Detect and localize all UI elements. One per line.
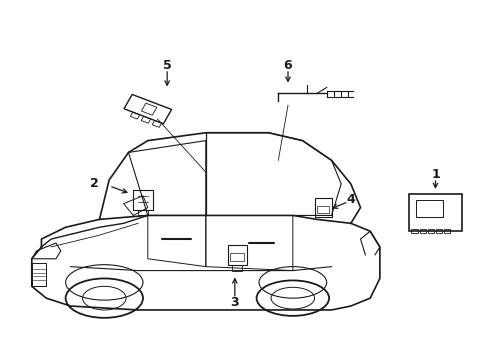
Bar bbox=[415, 200, 442, 217]
Bar bbox=[227, 245, 246, 265]
Text: 5: 5 bbox=[163, 59, 171, 72]
Text: 1: 1 bbox=[430, 168, 439, 181]
Bar bbox=[427, 229, 433, 233]
Bar bbox=[316, 206, 328, 213]
Bar bbox=[124, 94, 171, 124]
Bar bbox=[141, 116, 150, 123]
Bar bbox=[229, 253, 244, 261]
Bar bbox=[408, 194, 461, 231]
Bar bbox=[435, 229, 441, 233]
Bar bbox=[443, 229, 449, 233]
Bar bbox=[410, 229, 417, 233]
Bar bbox=[133, 190, 152, 210]
Bar bbox=[152, 120, 162, 127]
Bar bbox=[419, 229, 425, 233]
Bar bbox=[130, 112, 140, 119]
Text: 2: 2 bbox=[90, 177, 99, 190]
Bar bbox=[314, 198, 331, 217]
Text: 4: 4 bbox=[346, 193, 354, 206]
Bar bbox=[138, 210, 147, 215]
Text: 6: 6 bbox=[283, 59, 292, 72]
Text: 3: 3 bbox=[230, 296, 239, 309]
Bar bbox=[232, 265, 242, 271]
Bar bbox=[141, 103, 157, 115]
